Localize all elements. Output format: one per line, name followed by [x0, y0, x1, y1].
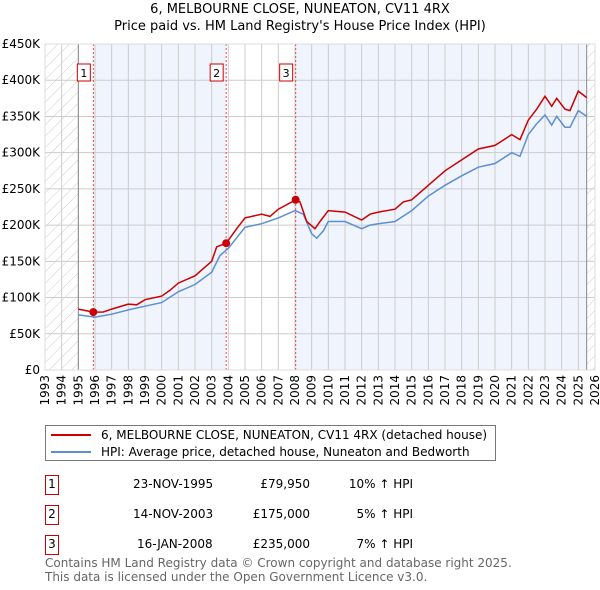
x-tick-label: 2024: [555, 375, 569, 406]
x-tick-label: 2007: [271, 375, 285, 406]
x-tick-label: 2017: [438, 375, 452, 406]
sale-label: 1: [80, 67, 87, 80]
x-tick-label: 2002: [188, 375, 202, 406]
y-tick-label: £250K: [2, 182, 42, 196]
price-chart: 1993 1994 1995 1996 1997 1998 1999 2000 2001 2002…: [2, 37, 600, 406]
x-tick-label: 2006: [255, 375, 269, 406]
sale-date: 14-NOV-2003: [133, 507, 214, 521]
sale-hpi-diff: 10% ↑ HPI: [348, 477, 413, 491]
y-tick-label: £50K: [9, 327, 41, 341]
x-tick-label: 2005: [238, 375, 252, 406]
x-tick-label: 1993: [38, 375, 52, 406]
chart-subtitle: Price paid vs. HM Land Registry's House …: [114, 19, 486, 34]
x-tick-label: 2018: [455, 375, 469, 406]
sale-price: £79,950: [260, 477, 310, 491]
x-tick-label: 1999: [138, 375, 152, 406]
plot-border: [44, 43, 596, 371]
property-series-line: [78, 89, 588, 313]
x-tick-label: 2010: [321, 375, 335, 406]
x-tick-label: 2021: [505, 375, 519, 406]
y-tick-label: £0: [25, 363, 40, 377]
legend: 6, MELBOURNE CLOSE, NUNEATON, CV11 4RX (…: [45, 425, 497, 461]
sale-label-box: [209, 63, 224, 82]
x-tick-label: 2008: [288, 375, 302, 406]
y-tick-label: £350K: [2, 109, 42, 123]
y-tick-label: £300K: [2, 146, 42, 160]
x-tick-label: 2023: [538, 375, 552, 406]
sale-label-box: [76, 63, 91, 82]
x-tick-label: 2003: [205, 375, 219, 406]
footer-copyright: Contains HM Land Registry data © Crown c…: [45, 556, 512, 570]
hatched-no-data: [586, 44, 595, 370]
shaded-period: [93, 44, 227, 370]
legend-item-property: 6, MELBOURNE CLOSE, NUNEATON, CV11 4RX (…: [46, 426, 487, 443]
table-row: 1 23-NOV-1995 £79,950 10% ↑ HPI: [45, 475, 445, 495]
x-tick-label: 1998: [121, 375, 135, 406]
sale-date: 16-JAN-2008: [137, 537, 213, 551]
y-tick-label: £400K: [2, 73, 42, 87]
sale-price: £175,000: [252, 507, 310, 521]
table-row: 2 14-NOV-2003 £175,000 5% ↑ HPI: [45, 505, 445, 525]
x-tick-label: 2001: [171, 375, 185, 406]
sale-point: [222, 239, 231, 248]
x-tick-label: 2009: [305, 375, 319, 406]
x-tick-label: 2012: [355, 375, 369, 406]
legend-line-red: [51, 433, 91, 436]
x-tick-label: 2013: [371, 375, 385, 406]
shaded-period: [295, 44, 587, 370]
footer: Contains HM Land Registry data © Crown c…: [45, 556, 512, 584]
sale-number-badge: 3: [45, 535, 59, 555]
x-tick-label: 2026: [588, 375, 600, 406]
sale-label: 3: [283, 67, 290, 80]
sale-label: 2: [213, 67, 220, 80]
sale-price: £235,000: [252, 537, 310, 551]
sale-hpi-diff: 7% ↑ HPI: [356, 537, 413, 551]
x-tick-label: 2016: [421, 375, 435, 406]
x-tick-label: 2025: [571, 375, 585, 406]
legend-label: 6, MELBOURNE CLOSE, NUNEATON, CV11 4RX (…: [101, 427, 488, 442]
chart-title: 6, MELBOURNE CLOSE, NUNEATON, CV11 4RX: [150, 2, 450, 17]
legend-label: HPI: Average price, detached house, Nune…: [101, 444, 470, 459]
sale-number-badge: 2: [45, 505, 59, 525]
x-tick-label: 1995: [71, 375, 85, 406]
sale-hpi-diff: 5% ↑ HPI: [356, 507, 413, 521]
sale-label-box: [279, 63, 294, 82]
table-row: 3 16-JAN-2008 £235,000 7% ↑ HPI: [45, 535, 445, 555]
y-tick-label: £200K: [2, 218, 42, 232]
y-tick-label: £100K: [2, 291, 42, 305]
x-tick-label: 2014: [388, 375, 402, 406]
x-tick-label: 2019: [471, 375, 485, 406]
x-tick-label: 1997: [105, 375, 119, 406]
sale-point: [291, 195, 300, 204]
sale-point: [89, 308, 98, 317]
footer-licence: This data is licensed under the Open Gov…: [45, 570, 428, 584]
x-tick-label: 2011: [338, 375, 352, 406]
y-tick-label: £150K: [2, 254, 42, 268]
x-tick-label: 2000: [155, 375, 169, 406]
x-tick-label: 1996: [88, 375, 102, 406]
legend-item-hpi: HPI: Average price, detached house, Nune…: [46, 443, 487, 460]
hpi-series-line: [78, 109, 588, 318]
legend-line-blue: [51, 450, 91, 453]
x-tick-label: 2015: [405, 375, 419, 406]
x-tick-label: 2022: [521, 375, 535, 406]
sale-date: 23-NOV-1995: [133, 477, 214, 491]
x-tick-label: 2004: [221, 375, 235, 406]
sale-number-badge: 1: [45, 475, 59, 495]
x-tick-label: 2020: [488, 375, 502, 406]
x-tick-label: 1994: [55, 375, 69, 406]
y-tick-label: £450K: [2, 37, 42, 51]
